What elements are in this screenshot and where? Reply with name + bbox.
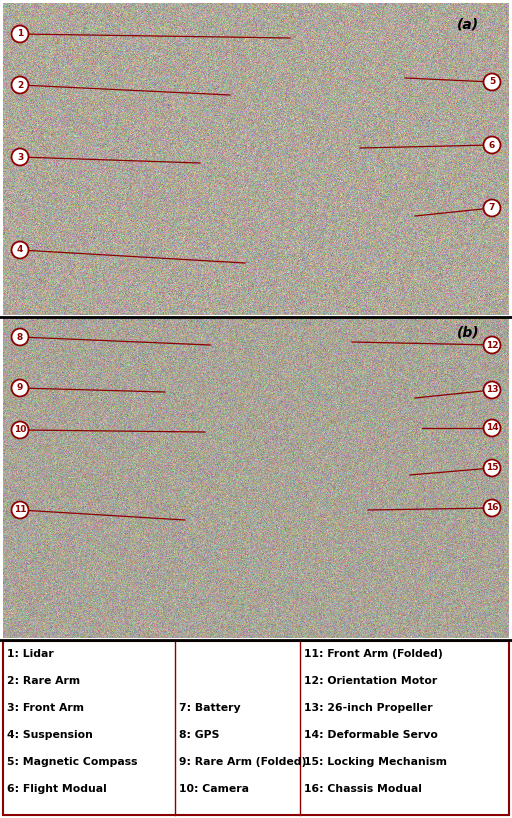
Text: 6: 6	[489, 141, 495, 150]
Text: 2: Rare Arm: 2: Rare Arm	[7, 676, 80, 686]
Circle shape	[11, 329, 29, 345]
FancyBboxPatch shape	[3, 641, 509, 815]
Text: 5: Magnetic Compass: 5: Magnetic Compass	[7, 757, 138, 767]
Circle shape	[11, 241, 29, 258]
Text: 13: 13	[486, 385, 498, 394]
Text: 5: 5	[489, 78, 495, 87]
Text: 10: Camera: 10: Camera	[179, 784, 249, 794]
Text: 13: 26-inch Propeller: 13: 26-inch Propeller	[304, 703, 433, 713]
Circle shape	[11, 77, 29, 93]
Circle shape	[483, 200, 501, 217]
Text: 11: Front Arm (Folded): 11: Front Arm (Folded)	[304, 649, 443, 659]
Text: 8: 8	[17, 332, 23, 341]
Text: 4: Suspension: 4: Suspension	[7, 730, 93, 740]
Circle shape	[483, 74, 501, 91]
Circle shape	[483, 500, 501, 516]
Text: 9: 9	[17, 384, 23, 393]
Text: 1: Lidar: 1: Lidar	[7, 649, 54, 659]
Text: 2: 2	[17, 80, 23, 89]
Circle shape	[483, 420, 501, 437]
Text: 3: 3	[17, 152, 23, 161]
Text: 3: Front Arm: 3: Front Arm	[7, 703, 84, 713]
Circle shape	[11, 149, 29, 165]
Circle shape	[11, 501, 29, 519]
Text: 12: 12	[486, 340, 498, 349]
Circle shape	[11, 380, 29, 397]
Text: 7: 7	[489, 204, 495, 213]
Text: 16: Chassis Modual: 16: Chassis Modual	[304, 784, 422, 794]
Text: 15: 15	[486, 464, 498, 473]
Circle shape	[11, 25, 29, 43]
Text: (b): (b)	[457, 326, 479, 340]
Circle shape	[483, 336, 501, 353]
Text: 7: Battery: 7: Battery	[179, 703, 241, 713]
Text: 11: 11	[14, 506, 26, 515]
Text: 1: 1	[17, 29, 23, 38]
Circle shape	[11, 421, 29, 438]
Text: 9: Rare Arm (Folded): 9: Rare Arm (Folded)	[179, 757, 306, 767]
Text: 8: GPS: 8: GPS	[179, 730, 219, 740]
Text: 14: Deformable Servo: 14: Deformable Servo	[304, 730, 438, 740]
Text: 10: 10	[14, 425, 26, 434]
Text: 15: Locking Mechanism: 15: Locking Mechanism	[304, 757, 447, 767]
Text: 4: 4	[17, 245, 23, 254]
Text: (a): (a)	[457, 18, 479, 32]
Circle shape	[483, 137, 501, 154]
Circle shape	[483, 460, 501, 477]
Text: 12: Orientation Motor: 12: Orientation Motor	[304, 676, 437, 686]
Text: 6: Flight Modual: 6: Flight Modual	[7, 784, 106, 794]
Text: 14: 14	[486, 424, 498, 433]
Text: 16: 16	[486, 504, 498, 513]
Circle shape	[483, 381, 501, 398]
